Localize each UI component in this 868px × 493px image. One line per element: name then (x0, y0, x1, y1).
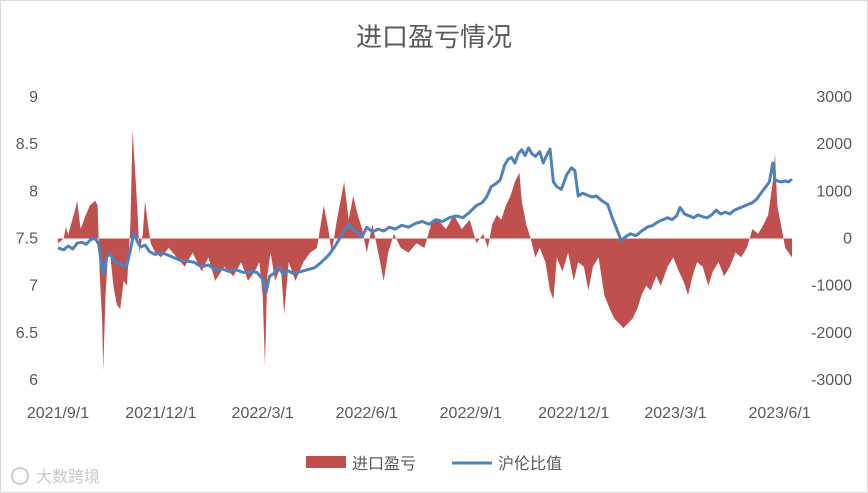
x-tick-label: 2022/12/1 (538, 405, 609, 422)
y-right-tick-label: -3000 (811, 372, 852, 389)
chart-title: 进口盈亏情况 (356, 23, 512, 53)
x-tick-label: 2022/6/1 (336, 405, 398, 422)
legend: 进口盈亏 沪伦比值 (306, 454, 562, 473)
y-left-tick-label: 8 (29, 183, 38, 200)
y-right-tick-label: 0 (843, 231, 852, 248)
legend-label: 沪伦比值 (498, 454, 562, 473)
x-tick-label: 2021/12/1 (125, 405, 196, 422)
area-layer (58, 130, 792, 371)
y-left-tick-label: 7.5 (16, 231, 38, 248)
series-line-ratio (57, 146, 793, 294)
axis-layer: 9 8.5 8 7.5 7 6.5 6 3000 2000 1000 0 -1000 -2000 -300… (16, 89, 852, 422)
x-tick-label: 2021/9/1 (27, 405, 89, 422)
watermark-logo-icon (11, 467, 29, 485)
x-tick-label: 2022/3/1 (232, 405, 294, 422)
y-right-tick-label: 2000 (816, 136, 852, 153)
y-left-tick-label: 7 (29, 278, 38, 295)
legend-swatch-area (306, 456, 346, 468)
series-area-import-profit (58, 130, 792, 371)
x-tick-label: 2023/6/1 (748, 405, 810, 422)
x-tick-label: 2022/9/1 (440, 405, 502, 422)
y-left-tick-label: 8.5 (16, 136, 38, 153)
y-right-tick-label: 1000 (816, 183, 852, 200)
y-right-tick-label: -1000 (811, 278, 852, 295)
y-right-tick-label: 3000 (816, 89, 852, 106)
y-left-tick-label: 6.5 (16, 325, 38, 342)
y-left-tick-label: 9 (29, 89, 38, 106)
line-layer (57, 146, 793, 294)
watermark: 大数跨境 (11, 467, 100, 486)
watermark-text: 大数跨境 (36, 467, 100, 486)
y-right-tick-label: -2000 (811, 325, 852, 342)
legend-label: 进口盈亏 (352, 454, 416, 473)
x-tick-label: 2023/3/1 (644, 405, 706, 422)
y-left-tick-label: 6 (29, 372, 38, 389)
